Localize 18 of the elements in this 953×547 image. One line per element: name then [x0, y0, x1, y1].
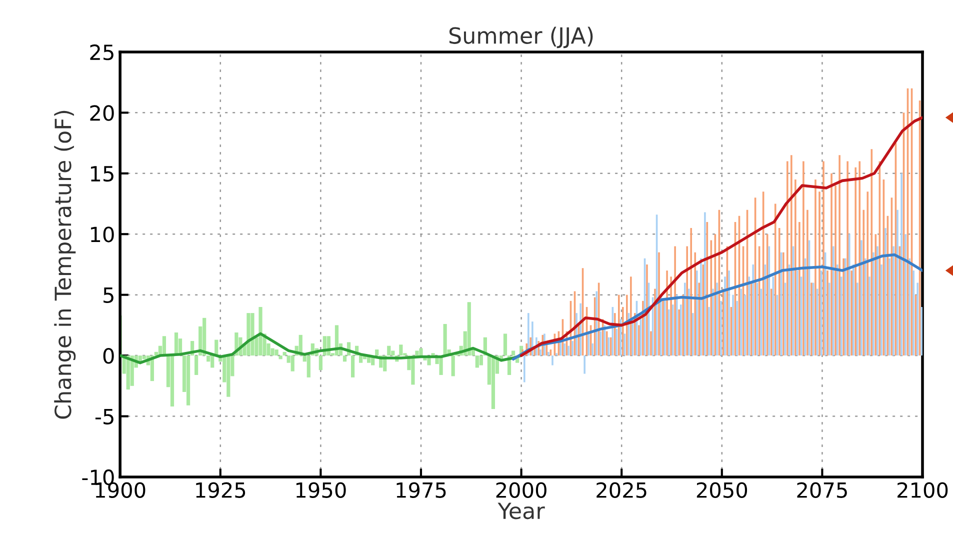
y-tick-label: 0: [103, 348, 114, 364]
y-axis-title: Change in Temperature (oF): [54, 110, 76, 419]
x-tick-label: 2075: [797, 482, 847, 498]
y-tick-label: 15: [90, 166, 114, 182]
y-tick-label: 25: [90, 44, 114, 60]
x-tick-label: 1950: [296, 482, 346, 498]
chart-title: Summer (JJA): [449, 26, 593, 48]
x-tick-label: 1925: [196, 482, 246, 498]
x-tick-label: 2100: [898, 482, 948, 498]
y-tick-label: 20: [90, 105, 114, 121]
x-axis-title: Year: [498, 502, 545, 520]
y-tick-label: 5: [104, 288, 114, 304]
x-tick-label: 2000: [496, 482, 546, 498]
x-tick-label: 1975: [396, 482, 446, 498]
y-tick-label: -5: [95, 408, 114, 424]
y-tick-label: 10: [90, 226, 114, 242]
x-tick-label: 2025: [596, 482, 646, 498]
x-tick-label: 2050: [696, 482, 748, 498]
